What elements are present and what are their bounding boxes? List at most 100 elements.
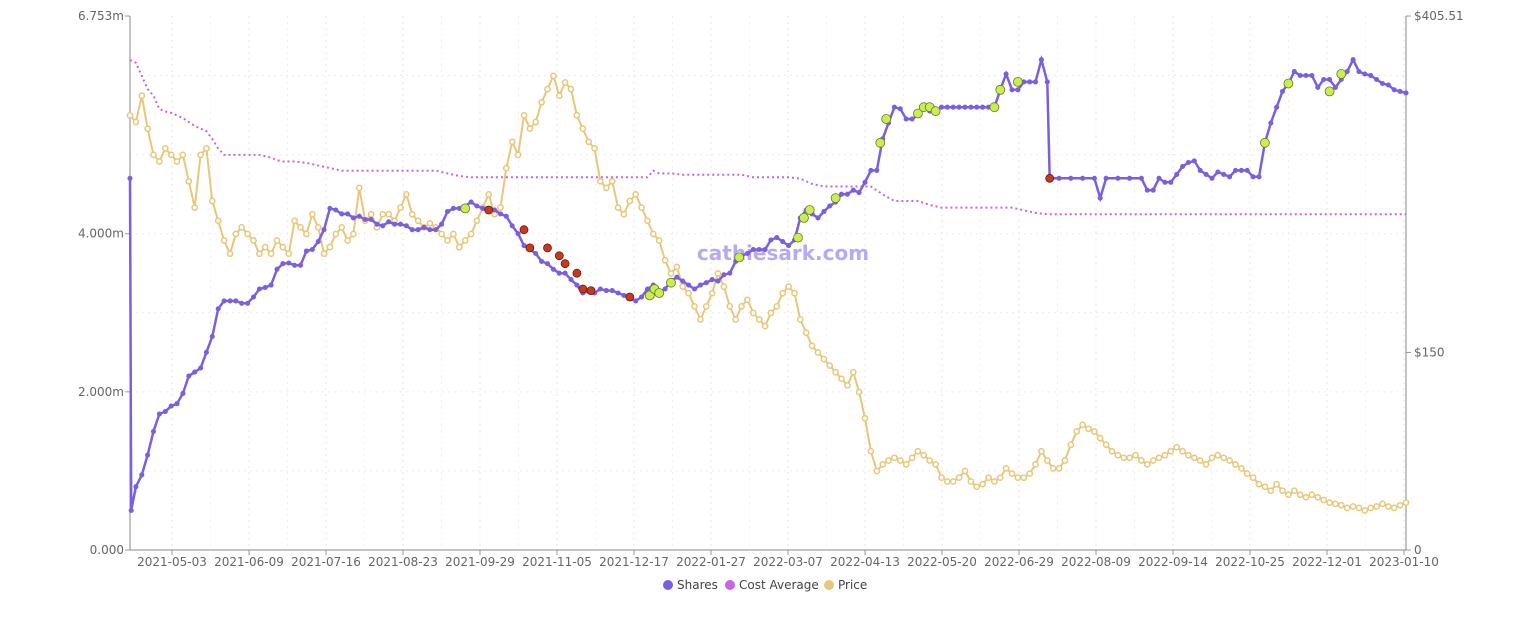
data-point (1032, 461, 1039, 468)
data-point (1232, 461, 1239, 468)
data-point (1343, 504, 1351, 512)
data-point (1226, 457, 1233, 464)
buy-marker (881, 114, 892, 124)
data-point (1390, 504, 1398, 512)
sell-marker (519, 225, 529, 235)
data-point (209, 333, 215, 340)
data-point (1385, 503, 1392, 510)
buy-marker (930, 106, 941, 116)
data-point (732, 316, 740, 323)
data-point (838, 375, 845, 383)
data-point (667, 270, 675, 277)
data-point (461, 237, 469, 244)
data-point (174, 401, 180, 407)
data-point (686, 282, 692, 288)
data-point (709, 277, 715, 283)
x-tick-label: 2021-09-29 (445, 555, 515, 569)
x-tick-label: 2022-01-27 (676, 555, 746, 569)
data-point (1180, 163, 1186, 170)
data-point (526, 125, 534, 132)
data-point (1161, 451, 1169, 459)
data-point (145, 452, 151, 458)
data-point (139, 472, 145, 478)
data-point (796, 316, 804, 323)
data-point (1367, 504, 1375, 512)
data-point (1267, 487, 1275, 495)
data-point (1221, 171, 1227, 177)
data-point (838, 191, 845, 197)
data-point (821, 209, 827, 215)
data-point (1056, 175, 1062, 181)
data-point (726, 303, 734, 310)
x-tick-label: 2021-08-23 (368, 555, 438, 569)
data-point (1350, 57, 1356, 63)
data-point (703, 280, 709, 286)
data-point (156, 411, 162, 417)
data-point (485, 191, 493, 198)
data-point (562, 270, 568, 276)
data-point (1149, 457, 1157, 464)
data-point (227, 298, 233, 304)
data-point (744, 250, 750, 257)
data-point (786, 243, 792, 249)
data-point (1168, 179, 1174, 185)
series-line-price (129, 73, 1407, 512)
data-point (762, 246, 768, 253)
data-point (602, 184, 610, 192)
data-point (256, 250, 263, 258)
data-point (214, 217, 222, 225)
data-point (280, 261, 286, 267)
data-point (262, 284, 268, 291)
data-point (896, 457, 904, 464)
data-point (574, 282, 580, 288)
sell-marker (560, 259, 570, 269)
data-point (568, 277, 574, 283)
data-point (444, 209, 451, 215)
data-point (1379, 500, 1386, 508)
data-point (1362, 71, 1368, 77)
data-point (956, 104, 962, 110)
legend-item-price[interactable]: Price (824, 578, 867, 592)
x-tick-label: 2022-12-01 (1292, 555, 1362, 569)
data-point (126, 112, 134, 119)
data-point (1162, 179, 1168, 185)
data-point (962, 104, 968, 110)
buy-marker (989, 102, 1000, 113)
data-point (132, 118, 140, 126)
data-point (450, 230, 457, 238)
legend-label-cost-average: Cost Average (739, 578, 819, 592)
legend-item-shares[interactable]: Shares (663, 578, 718, 592)
series-layer (126, 54, 1410, 514)
data-point (832, 368, 839, 376)
data-point (767, 309, 775, 317)
buy-marker (793, 232, 803, 243)
data-point (1232, 167, 1239, 173)
data-point (614, 204, 622, 211)
data-point (756, 246, 762, 253)
data-point (332, 230, 340, 238)
data-point (1238, 167, 1244, 173)
data-point (702, 303, 710, 310)
data-point (579, 125, 587, 132)
y-right-tick-label: $405.51 (1414, 9, 1464, 23)
data-point (597, 286, 603, 292)
data-point (279, 243, 287, 251)
data-point (509, 223, 515, 229)
data-point (979, 480, 986, 488)
data-point (862, 179, 868, 185)
data-point (768, 237, 774, 243)
sell-marker (572, 268, 582, 278)
data-point (968, 104, 974, 110)
data-point (532, 118, 540, 126)
x-tick-label: 2022-10-25 (1215, 555, 1285, 569)
data-point (727, 270, 733, 276)
buy-marker (913, 108, 923, 119)
data-point (167, 151, 175, 159)
data-point (591, 145, 598, 152)
legend-item-cost-average[interactable]: Cost Average (725, 578, 819, 592)
buy-marker (830, 193, 841, 204)
data-point (1143, 461, 1151, 468)
data-point (1308, 491, 1316, 499)
data-point (368, 216, 374, 223)
data-point (455, 243, 463, 251)
